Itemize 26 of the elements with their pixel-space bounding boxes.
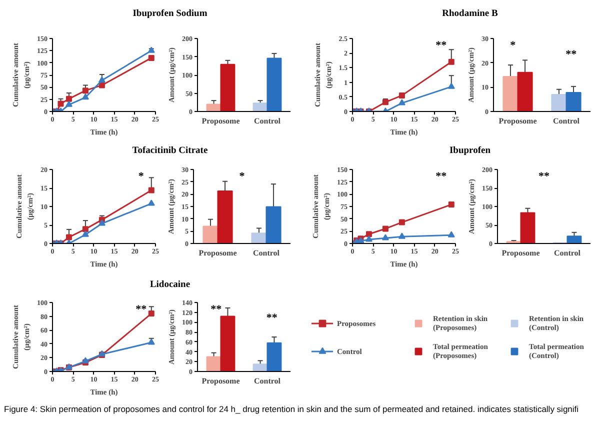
annotation: ** xyxy=(436,40,448,52)
chart-title: Tofacitinib Citrate xyxy=(131,145,209,157)
annotation: ** xyxy=(436,170,448,183)
x-tick-label: Proposome xyxy=(202,376,240,386)
x-tick-label: Control xyxy=(554,248,582,258)
annotation: ** xyxy=(136,304,148,316)
annotation: ** xyxy=(538,170,550,183)
chart-title: Lidocaine xyxy=(148,279,192,291)
x-tick-label: Control xyxy=(254,116,282,126)
annotation: ** xyxy=(566,48,578,60)
annotation: * xyxy=(510,40,516,52)
x-tick-label: Proposome xyxy=(502,248,540,258)
annotation: * xyxy=(239,170,246,183)
chart-title: Ibuprofen xyxy=(448,145,492,157)
x-tick-label: Control xyxy=(252,248,280,258)
chart-title: Rhodamine B xyxy=(441,8,499,20)
annotation: ** xyxy=(210,304,222,316)
annotation: * xyxy=(138,170,144,183)
x-tick-label: Control xyxy=(254,376,282,386)
x-tick-label: Proposome xyxy=(198,248,238,258)
caption: Figure 4: Skin permeation of proposomes and control for 24 h_ drug retention in skin and the sum of permeated and retained. indicates statistically signifi xyxy=(3,403,580,414)
annotation: ** xyxy=(266,312,278,324)
x-tick-label: Proposome xyxy=(202,116,240,126)
x-tick-label: Proposome xyxy=(498,116,538,126)
x-tick-label: Control xyxy=(552,116,580,126)
chart-title: Ibuprofen Sodium xyxy=(132,8,208,20)
